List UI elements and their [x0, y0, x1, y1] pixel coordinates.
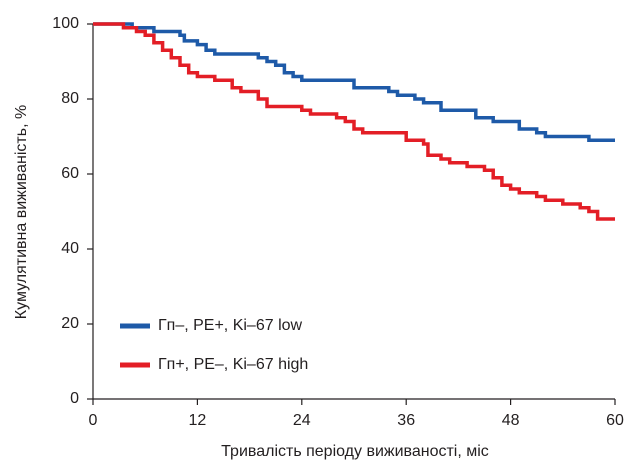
x-tick-label: 60 [606, 412, 624, 429]
survival-curve [93, 22, 615, 142]
y-tick-label: 0 [70, 390, 79, 407]
y-tick-label: 100 [52, 15, 79, 32]
y-tick-label: 40 [61, 240, 79, 257]
x-tick-label: 12 [189, 412, 207, 429]
x-tick-label: 0 [89, 412, 98, 429]
y-axis-label: Кумулятивна виживаність, % [13, 105, 30, 319]
x-tick-label: 36 [397, 412, 415, 429]
survival-curve [93, 22, 615, 221]
y-tick-label: 80 [61, 90, 79, 107]
x-axis-label: Тривалість періоду виживаності, міс [221, 443, 489, 460]
legend-label: Гп–, РЕ+, Ki–67 low [158, 317, 303, 334]
y-tick-label: 20 [61, 315, 79, 332]
x-tick-label: 24 [293, 412, 311, 429]
x-tick-label: 48 [502, 412, 520, 429]
y-tick-label: 60 [61, 165, 79, 182]
legend-label: Гп+, РЕ–, Ki–67 high [158, 356, 308, 373]
